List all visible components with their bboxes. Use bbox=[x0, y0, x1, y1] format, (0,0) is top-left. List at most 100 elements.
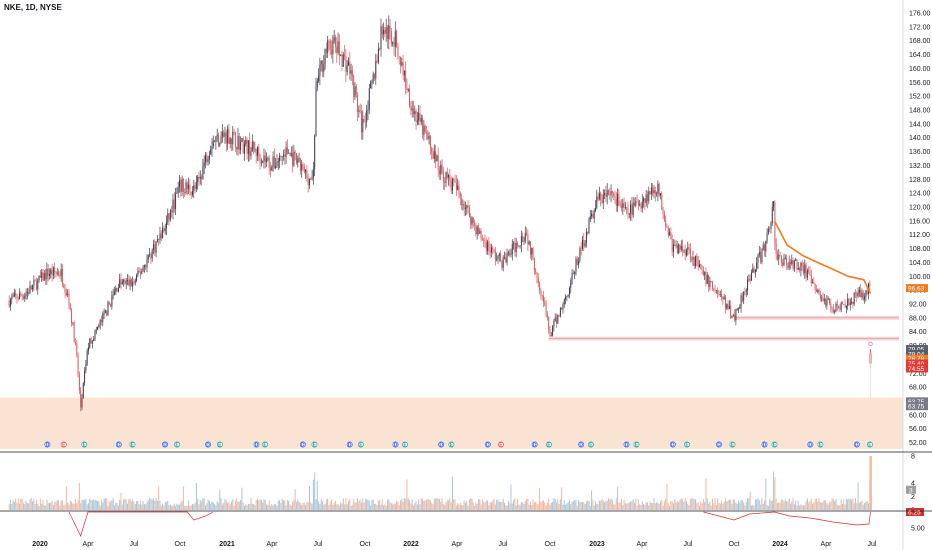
volume-bar bbox=[50, 502, 52, 510]
candle-body bbox=[293, 151, 295, 166]
candle-body bbox=[462, 204, 464, 206]
time-axis[interactable]: 2020 Apr Jul Oct 2021 Apr Jul Oct 2022 Apr Jul Oct 2… bbox=[32, 541, 877, 548]
event-label: D bbox=[255, 442, 259, 448]
candle-body bbox=[438, 169, 440, 175]
volume-bar bbox=[108, 502, 110, 510]
candle-body bbox=[58, 272, 60, 276]
volume-bar bbox=[16, 503, 18, 510]
candle-body bbox=[449, 174, 451, 182]
volume-bar bbox=[780, 499, 782, 510]
candle-body bbox=[90, 338, 92, 344]
candle-body bbox=[600, 193, 602, 201]
volume-bar bbox=[245, 504, 247, 510]
candle-body bbox=[366, 110, 368, 123]
event-label: D bbox=[117, 442, 121, 448]
candle-body bbox=[748, 279, 750, 280]
volume-bar bbox=[505, 504, 507, 510]
volume-bar bbox=[116, 503, 118, 510]
candle-body bbox=[611, 191, 613, 194]
volume-bar bbox=[693, 499, 695, 510]
candle-body bbox=[398, 56, 400, 57]
volume-bar bbox=[471, 498, 473, 510]
candle-body bbox=[355, 86, 357, 95]
candle-body bbox=[285, 147, 287, 157]
volume-bar bbox=[808, 502, 810, 510]
volume-bar bbox=[730, 499, 732, 510]
volume-bar bbox=[11, 503, 13, 510]
candle-body bbox=[110, 303, 112, 307]
candle-body bbox=[845, 305, 847, 308]
volume-bar bbox=[566, 503, 568, 510]
candle-body bbox=[46, 268, 48, 280]
candle-body bbox=[691, 259, 693, 261]
volume-bar bbox=[139, 500, 141, 510]
volume-bar bbox=[35, 499, 37, 510]
volume-bar bbox=[498, 501, 500, 510]
time-tick-label: Oct bbox=[729, 541, 740, 548]
volume-bar bbox=[461, 504, 463, 510]
volume-bar bbox=[58, 500, 60, 510]
candle-body bbox=[779, 255, 781, 256]
volume-bar bbox=[792, 497, 794, 510]
time-tick-label: 2020 bbox=[32, 541, 48, 548]
candle-body bbox=[98, 324, 100, 328]
volume-bar bbox=[59, 505, 61, 510]
candle-body bbox=[255, 148, 257, 156]
candle-body bbox=[570, 280, 572, 288]
candle-body bbox=[60, 269, 62, 277]
candle-body bbox=[741, 295, 743, 301]
volume-bar bbox=[333, 503, 335, 510]
candle-body bbox=[123, 280, 125, 282]
volume-bar bbox=[48, 503, 50, 510]
candle-body bbox=[683, 249, 685, 251]
candle-body bbox=[280, 155, 282, 157]
earnings-event-icon bbox=[817, 441, 824, 448]
candle-body bbox=[598, 193, 600, 200]
volume-bar bbox=[124, 498, 126, 510]
candle-body bbox=[526, 232, 528, 234]
volume-bar bbox=[550, 502, 552, 510]
volume-bar bbox=[449, 497, 451, 510]
candle-body bbox=[849, 303, 851, 305]
candle-body bbox=[416, 120, 418, 122]
candle-body bbox=[735, 309, 737, 321]
dividend-event-icon bbox=[115, 441, 122, 448]
volume-bar bbox=[776, 503, 778, 510]
candle-body bbox=[338, 41, 340, 56]
volume-bar bbox=[853, 502, 855, 510]
volume-bar bbox=[648, 505, 650, 510]
volume-bar bbox=[493, 498, 495, 510]
volume-bar bbox=[34, 503, 36, 510]
volume-bar bbox=[565, 504, 567, 510]
candle-body bbox=[579, 248, 581, 261]
candle-body bbox=[266, 158, 268, 163]
volume-bar bbox=[295, 501, 297, 510]
candle-body bbox=[446, 171, 448, 178]
time-tick-label: Oct bbox=[545, 541, 556, 548]
candle-body bbox=[72, 322, 74, 324]
candle-body bbox=[171, 210, 173, 213]
volume-bar bbox=[33, 498, 35, 510]
volume-bar bbox=[208, 500, 210, 510]
candle-body bbox=[295, 153, 297, 164]
volume-bar bbox=[403, 498, 405, 510]
candle-body bbox=[682, 245, 684, 251]
candle-body bbox=[519, 245, 521, 247]
volume-bar bbox=[689, 498, 691, 510]
candle-body bbox=[750, 272, 752, 281]
candle-body bbox=[555, 317, 557, 324]
volume-bar bbox=[28, 503, 30, 510]
volume-bar bbox=[545, 505, 547, 510]
volume-bar bbox=[580, 502, 582, 510]
candle-body bbox=[256, 146, 258, 156]
candle-body bbox=[857, 292, 859, 297]
candle-body bbox=[528, 241, 530, 245]
candle-body bbox=[30, 285, 32, 290]
candle-body bbox=[119, 279, 121, 288]
candle-body bbox=[176, 193, 178, 194]
volume-bar bbox=[264, 500, 266, 510]
dividend-event-icon bbox=[623, 441, 630, 448]
candle-body bbox=[241, 138, 243, 142]
